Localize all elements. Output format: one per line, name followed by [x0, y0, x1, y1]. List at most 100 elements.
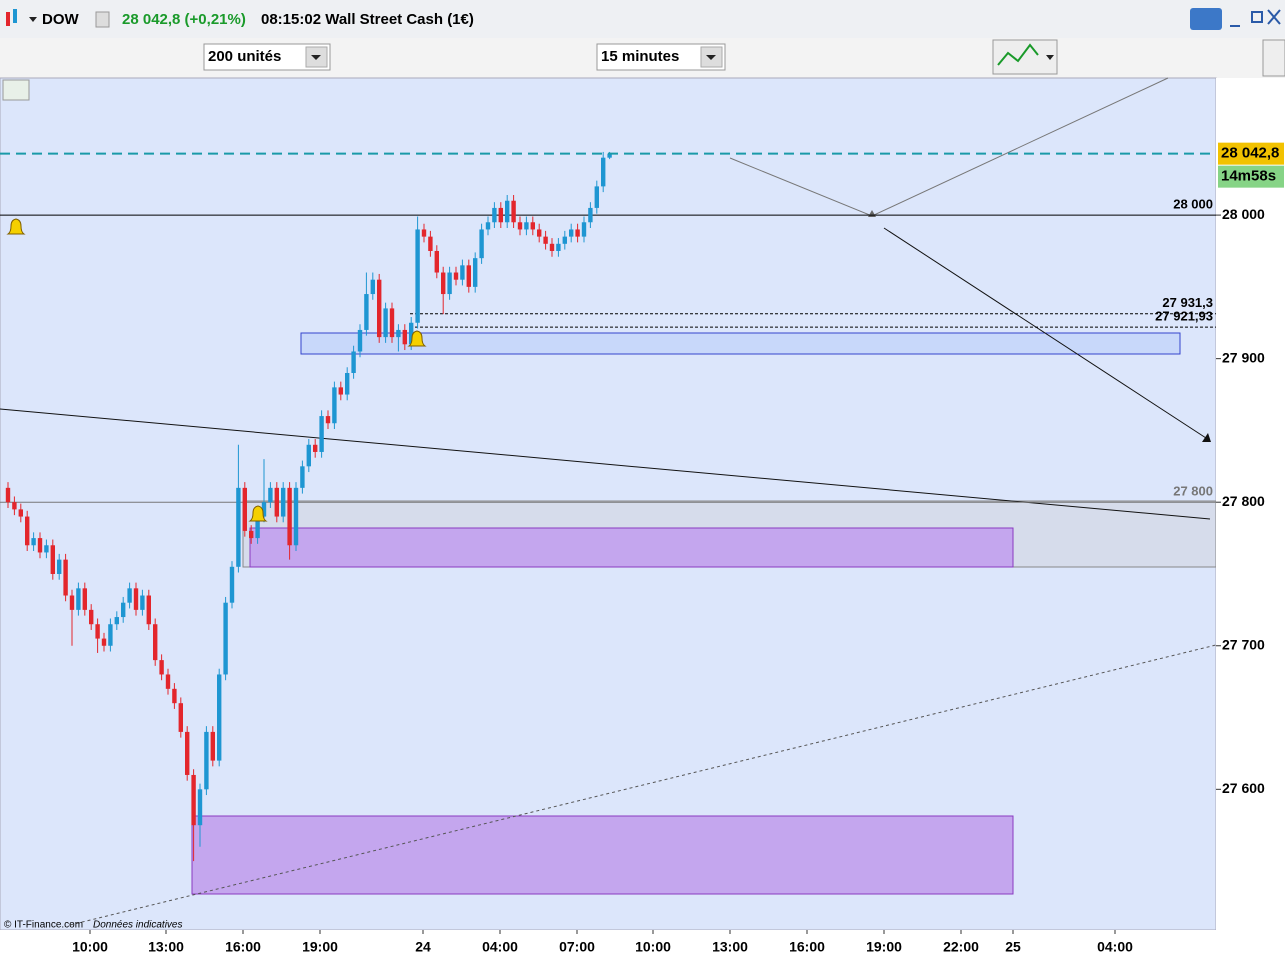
- x-tick-label: 10:00: [635, 939, 671, 955]
- candle-body: [268, 487, 273, 503]
- last-price-label: 28 042,8: [1221, 145, 1279, 162]
- candle-body: [108, 624, 113, 646]
- candle-body: [556, 243, 561, 251]
- candle-body: [351, 351, 356, 374]
- candle-body: [159, 660, 164, 675]
- x-axis: [0, 930, 1285, 961]
- candle-body: [44, 545, 49, 553]
- candle-body: [441, 272, 446, 295]
- candle-body: [601, 157, 606, 187]
- symbol[interactable]: DOW: [42, 11, 80, 28]
- candle-body: [325, 416, 331, 424]
- alert-bell: [407, 330, 427, 347]
- candle-body: [178, 703, 183, 732]
- y-axis: [1216, 78, 1285, 930]
- candle-body: [37, 538, 43, 553]
- candle-body: [82, 588, 87, 610]
- side-button[interactable]: [1262, 39, 1285, 77]
- candle-body: [140, 595, 145, 610]
- candle-body: [415, 229, 420, 323]
- candle-body: [575, 229, 580, 237]
- candle-body: [434, 250, 439, 273]
- candle-body: [293, 487, 299, 546]
- x-tick-label: 10:00: [72, 939, 108, 955]
- y-tick-label: 27 700: [1222, 636, 1265, 652]
- units[interactable]: 200 unités: [208, 48, 281, 65]
- candle-body: [229, 566, 235, 603]
- x-tick-label: 19:00: [302, 939, 338, 955]
- candle-body: [364, 294, 369, 330]
- candle-body: [549, 243, 555, 251]
- candle-body: [332, 387, 337, 424]
- candle-body: [530, 222, 535, 230]
- candle-body: [127, 588, 132, 603]
- candle-body: [524, 222, 529, 230]
- units-dropdown[interactable]: [203, 43, 331, 71]
- candle-body: [89, 609, 94, 625]
- price: 28 042,8 (+0,21%): [122, 11, 246, 28]
- interval-dropdown[interactable]: [596, 43, 726, 71]
- candle-body: [466, 265, 471, 287]
- timer: 14m58s: [1221, 168, 1276, 185]
- note: Données indicatives: [93, 920, 183, 931]
- candle-body: [313, 444, 318, 452]
- level-label: 27 800: [1173, 484, 1213, 499]
- candle-body: [287, 487, 292, 546]
- level-label: 27 931,3: [1162, 295, 1213, 310]
- candle-body: [101, 638, 107, 646]
- candle-body: [511, 200, 516, 223]
- candle-body: [57, 559, 62, 574]
- candle-body: [569, 229, 574, 237]
- keyboard-button[interactable]: [1190, 8, 1222, 30]
- window-buttons[interactable]: [1230, 9, 1281, 27]
- candle-body: [165, 674, 171, 689]
- x-tick-label: 04:00: [1097, 939, 1133, 955]
- y-tick-label: 27 800: [1222, 493, 1265, 509]
- candle-body: [197, 789, 203, 826]
- candle-icon: [6, 9, 37, 26]
- candle-body: [594, 186, 599, 208]
- instrument: 08:15:02 Wall Street Cash (1€): [261, 11, 474, 28]
- candle-body: [338, 387, 343, 395]
- copyright: © IT-Finance.com: [4, 920, 83, 931]
- last-price-box: [1218, 142, 1284, 165]
- candle-body: [185, 731, 190, 775]
- candle-body: [607, 153, 612, 158]
- x-tick-label: 16:00: [225, 939, 261, 955]
- interval[interactable]: 15 minutes: [601, 48, 679, 65]
- candle-body: [31, 538, 36, 546]
- x-tick-label: 24: [415, 939, 431, 955]
- candle-body: [153, 624, 158, 661]
- candle-body: [63, 559, 68, 596]
- candle-body: [319, 416, 324, 452]
- candle-body: [396, 329, 401, 338]
- candle-body: [69, 595, 75, 610]
- candle-body: [210, 731, 215, 761]
- candle-body: [274, 487, 279, 517]
- candle-body: [300, 466, 305, 488]
- candle-body: [588, 207, 593, 223]
- candle-body: [409, 322, 414, 345]
- candle-body: [460, 265, 465, 280]
- candle-body: [370, 279, 375, 295]
- candle-body: [204, 731, 209, 790]
- x-tick-label: 13:00: [712, 939, 748, 955]
- candle-body: [377, 279, 382, 338]
- candle-body: [389, 308, 395, 338]
- candle-body: [281, 487, 286, 517]
- refresh-button[interactable]: [2, 79, 30, 101]
- candle-body: [383, 308, 388, 338]
- info-icon[interactable]: [95, 11, 110, 28]
- level-label: 27 921,93: [1155, 309, 1213, 324]
- title-bar: [0, 0, 1285, 38]
- candle-body: [172, 688, 177, 704]
- x-tick-label: 04:00: [482, 939, 518, 955]
- timer-box: [1218, 165, 1284, 188]
- indicator-button[interactable]: [992, 39, 1058, 75]
- candle-body: [581, 222, 587, 237]
- candle-body: [485, 222, 491, 230]
- candle-body: [345, 373, 350, 395]
- x-tick-label: 25: [1005, 939, 1021, 955]
- candle-body: [76, 588, 81, 610]
- y-tick-label: 27 600: [1222, 780, 1265, 796]
